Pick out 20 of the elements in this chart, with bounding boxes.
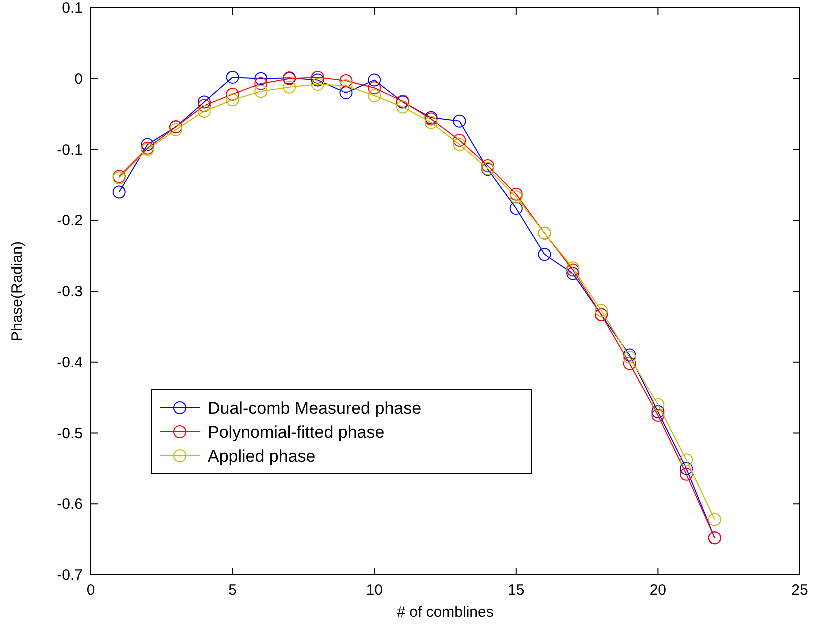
x-tick-label: 10 xyxy=(366,582,383,599)
y-tick-label: -0.7 xyxy=(57,567,83,584)
y-tick-label: 0.1 xyxy=(62,0,83,17)
y-tick-label: -0.4 xyxy=(57,354,83,372)
x-tick-label: 20 xyxy=(650,582,667,599)
y-tick-label: 0 xyxy=(74,70,83,88)
y-tick-label: -0.2 xyxy=(57,212,83,230)
x-axis-title: # of comblines xyxy=(397,604,494,621)
x-tick-label: 0 xyxy=(86,582,96,599)
y-axis-title: Phase(Radian) xyxy=(9,241,26,342)
y-tick-label: -0.1 xyxy=(57,142,83,159)
y-tick-label: -0.3 xyxy=(57,284,83,300)
legend-label: Dual-comb Measured phase xyxy=(208,399,422,418)
y-tick-label: -0.6 xyxy=(57,496,83,514)
legend-label: Polynomial-fitted phase xyxy=(208,423,385,442)
x-tick-label: 25 xyxy=(792,582,808,599)
x-tick-label: 15 xyxy=(508,582,525,599)
x-tick-label: 5 xyxy=(228,582,237,599)
y-tick-label: -0.5 xyxy=(57,425,83,442)
legend-label: Applied phase xyxy=(208,447,316,466)
